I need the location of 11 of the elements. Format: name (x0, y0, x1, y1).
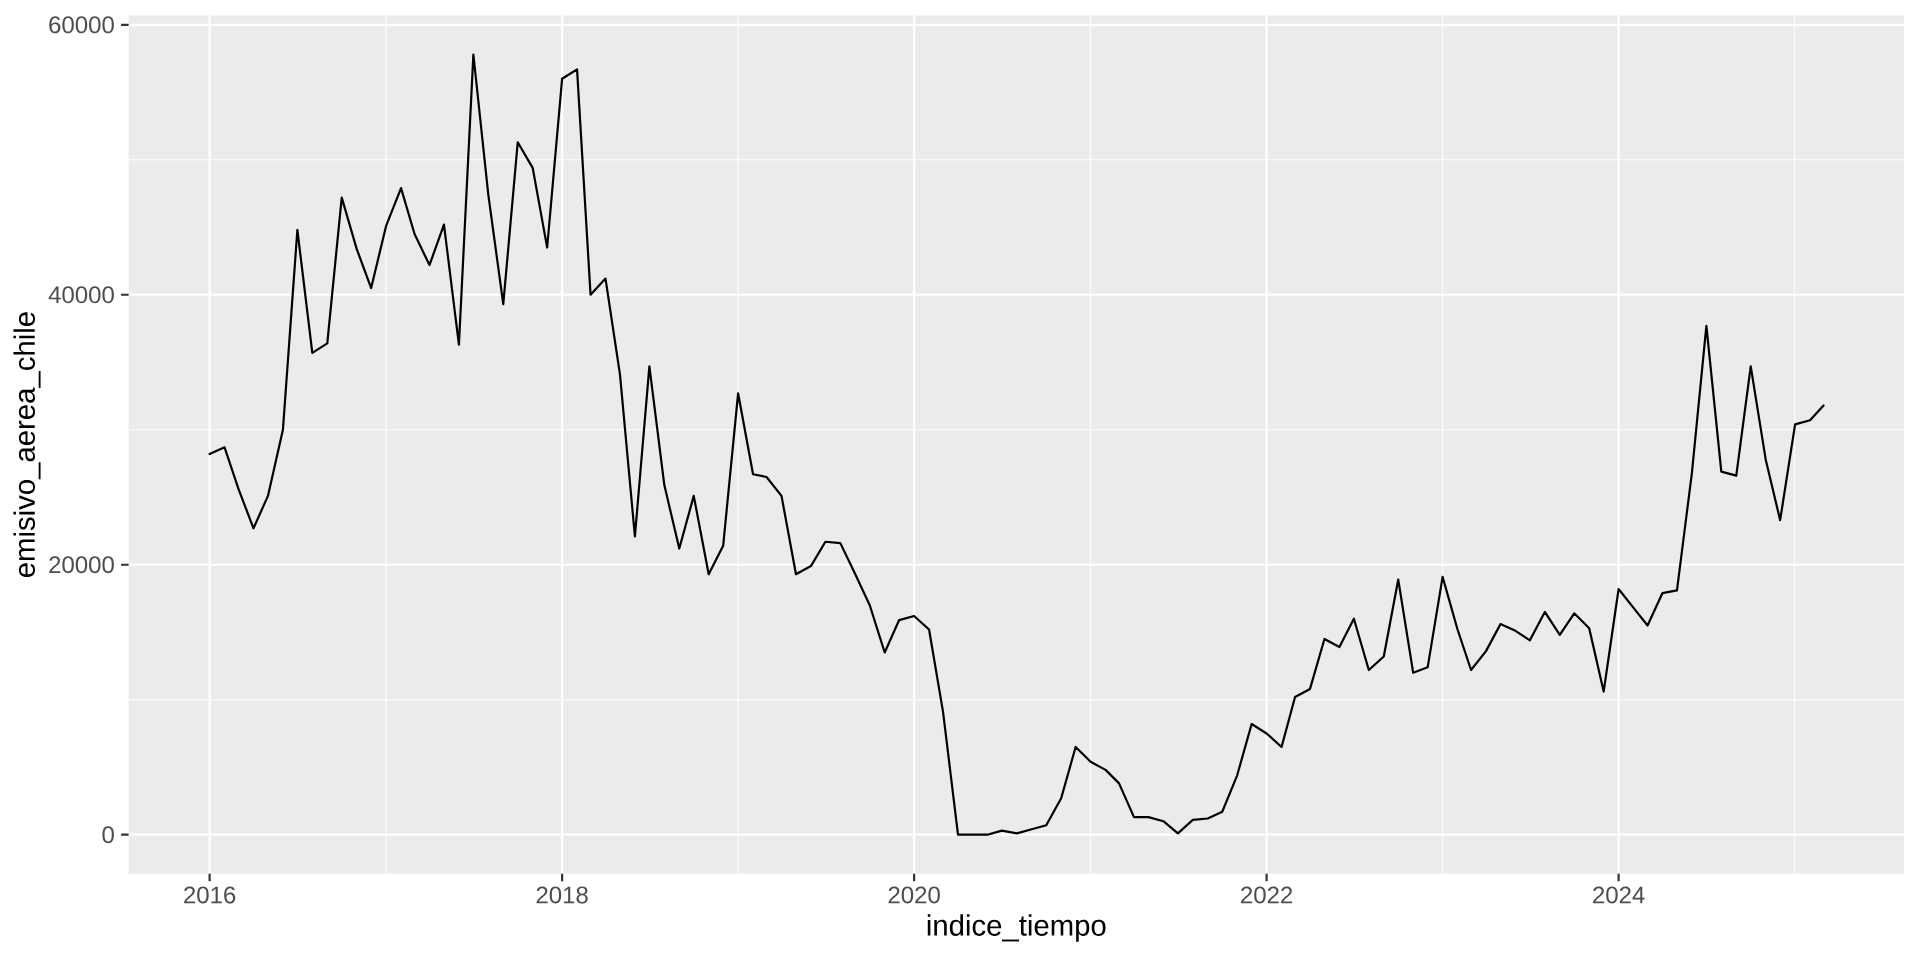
x-axis-title: indice_tiempo (927, 914, 1106, 942)
x-tick-label: 2024 (1593, 886, 1645, 904)
x-tick-label: 2020 (888, 886, 940, 904)
x-tick-label: 2022 (1241, 886, 1293, 904)
y-tick-label: 20000 (49, 556, 114, 574)
y-axis-title: emisivo_aerea_chile (13, 312, 41, 578)
y-tick-label: 0 (102, 826, 114, 844)
y-tick-label: 60000 (49, 16, 114, 34)
y-tick-label: 40000 (48, 286, 114, 304)
x-tick-label: 2016 (184, 886, 236, 904)
x-tick-label: 2018 (536, 886, 588, 904)
